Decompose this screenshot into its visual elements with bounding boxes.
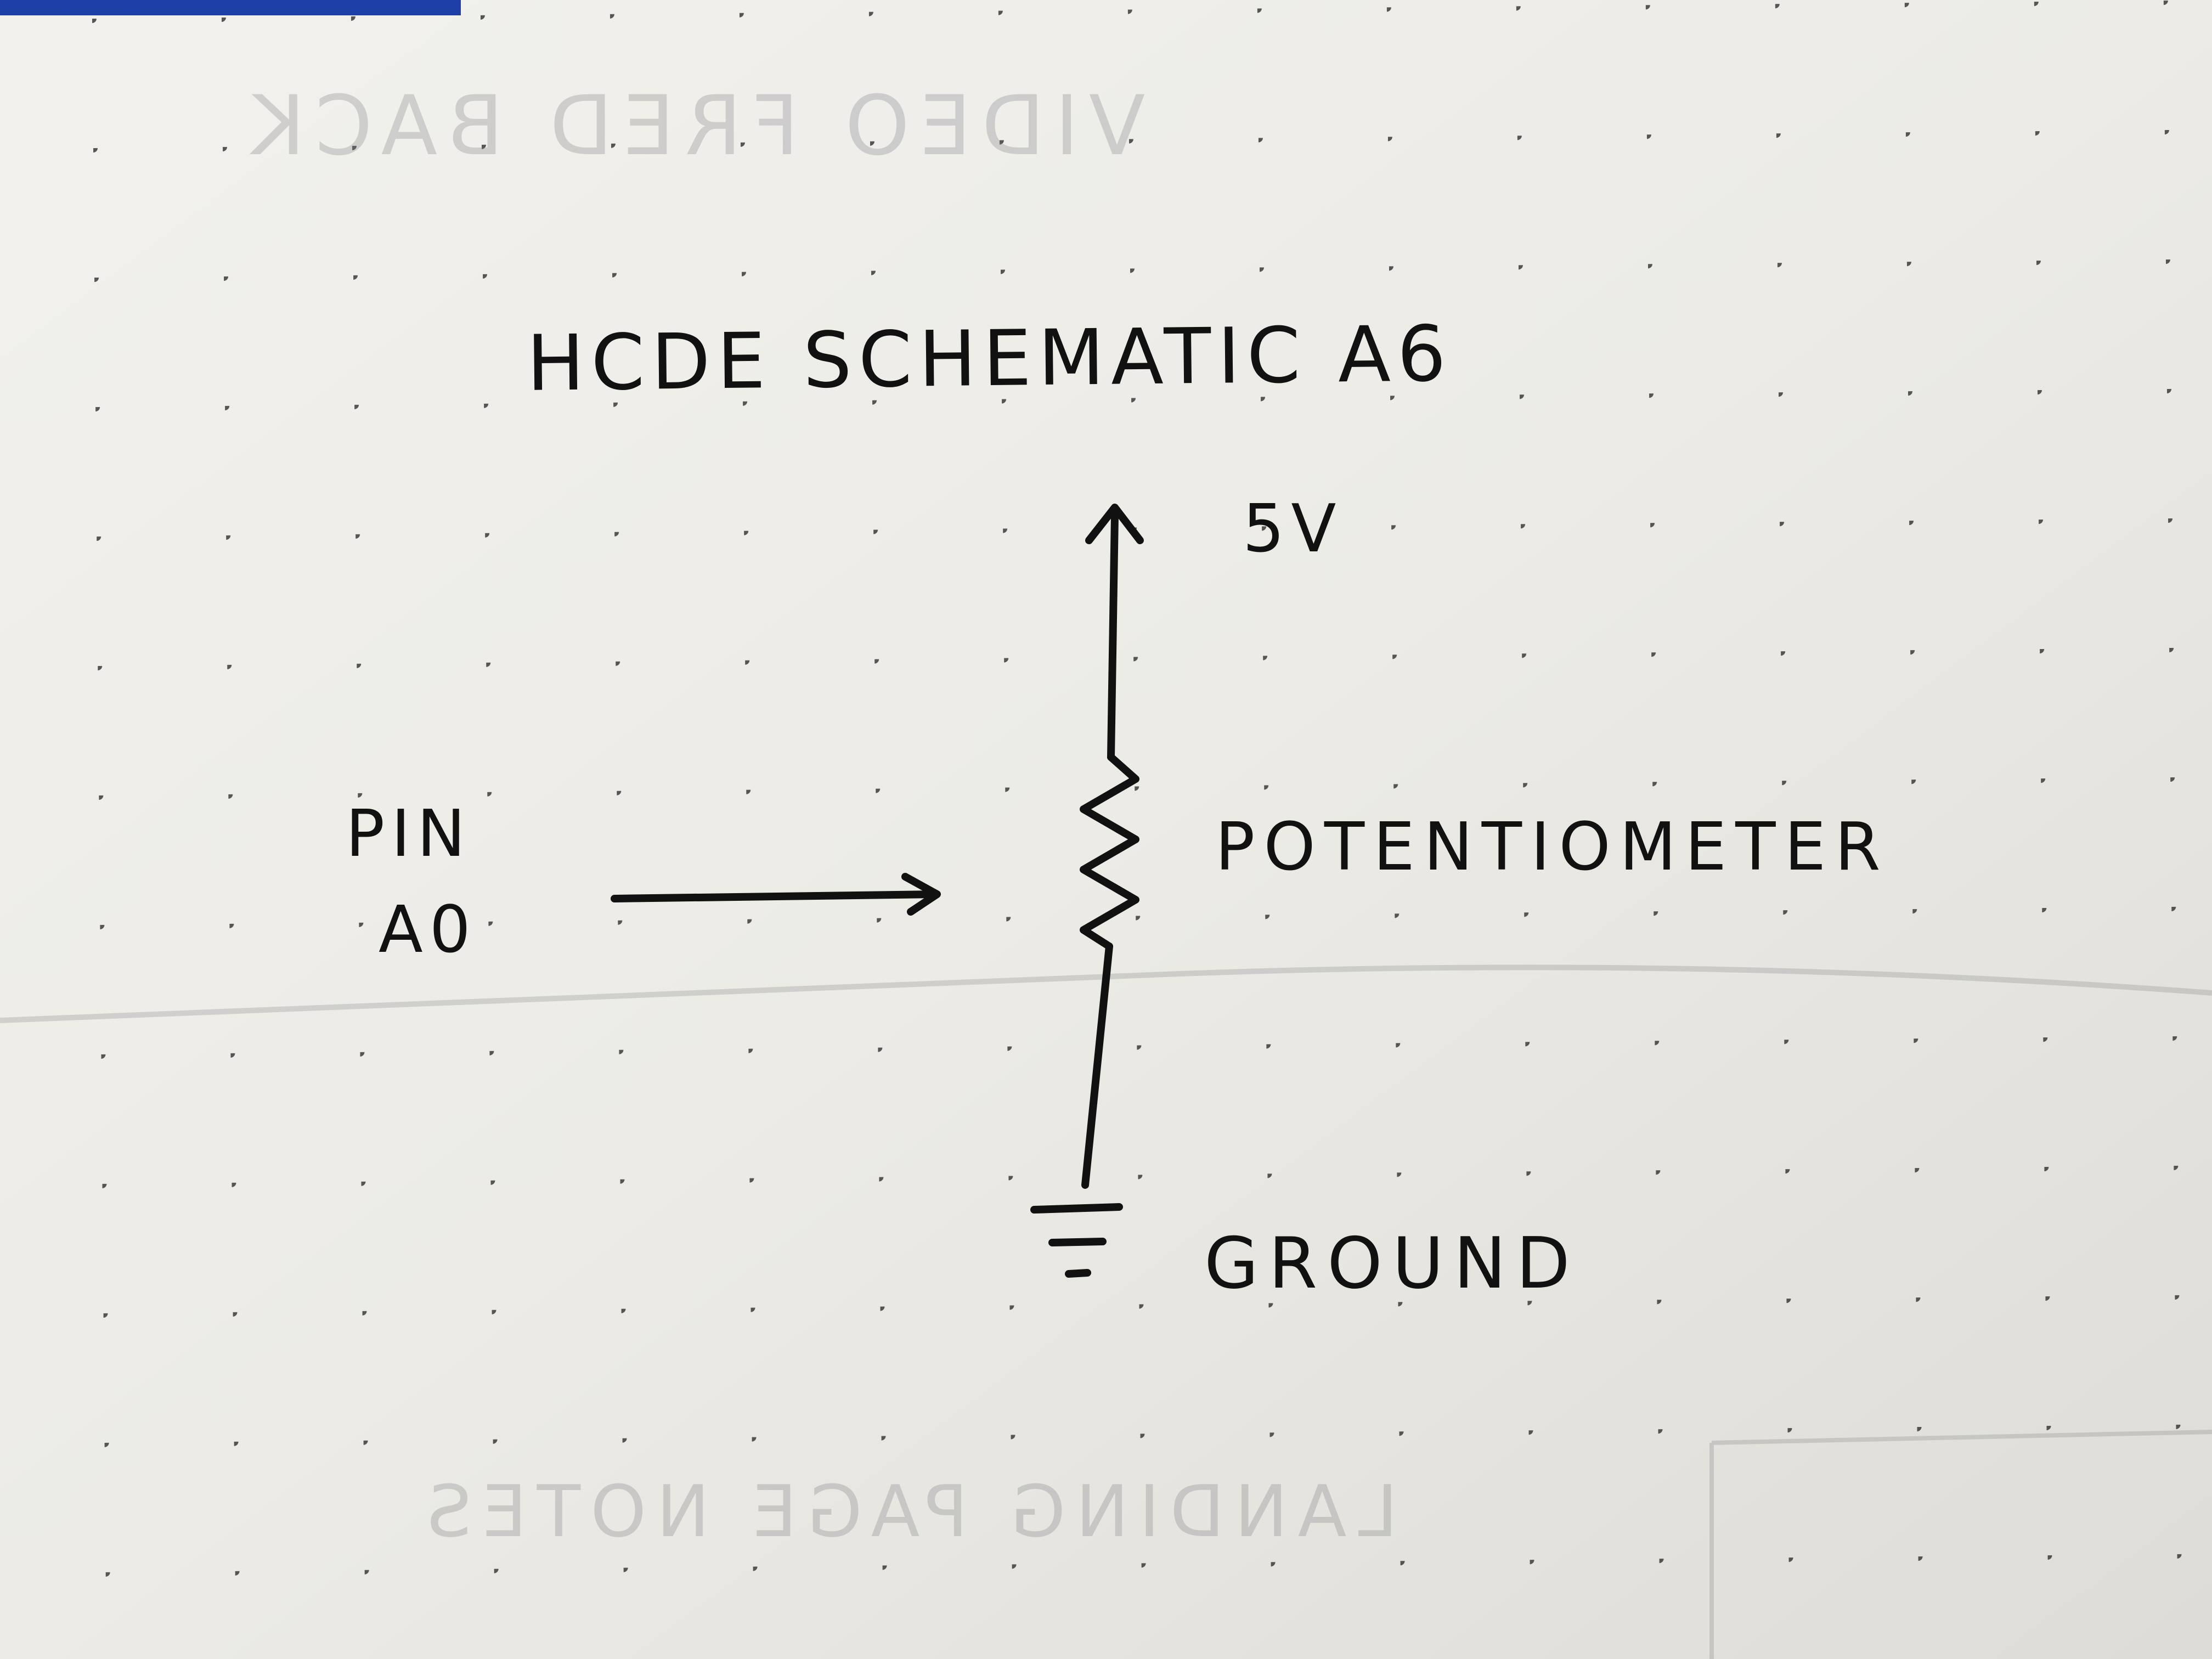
- wiper-arrow-shaft: [611, 890, 939, 902]
- bleed-through-rule: [0, 964, 2212, 1023]
- schematic-title: HCDE SCHEMATIC A6: [526, 309, 1453, 409]
- resistor-zigzag: [1080, 753, 1139, 950]
- supply-wire: [1107, 512, 1119, 761]
- ground-symbol: [1030, 1203, 1123, 1278]
- pin-label-line1: PIN: [346, 795, 472, 871]
- wiper-arrowhead: [901, 873, 941, 916]
- ground-label: GROUND: [1204, 1223, 1580, 1305]
- pin-label-line2: A0: [379, 891, 477, 967]
- supply-voltage-label: 5V: [1243, 491, 1343, 567]
- supply-arrowhead: [1085, 504, 1144, 544]
- ground-wire: [1081, 943, 1113, 1189]
- potentiometer-label: POTENTIOMETER: [1215, 809, 1889, 885]
- bleed-through-box: [1709, 1430, 2212, 1659]
